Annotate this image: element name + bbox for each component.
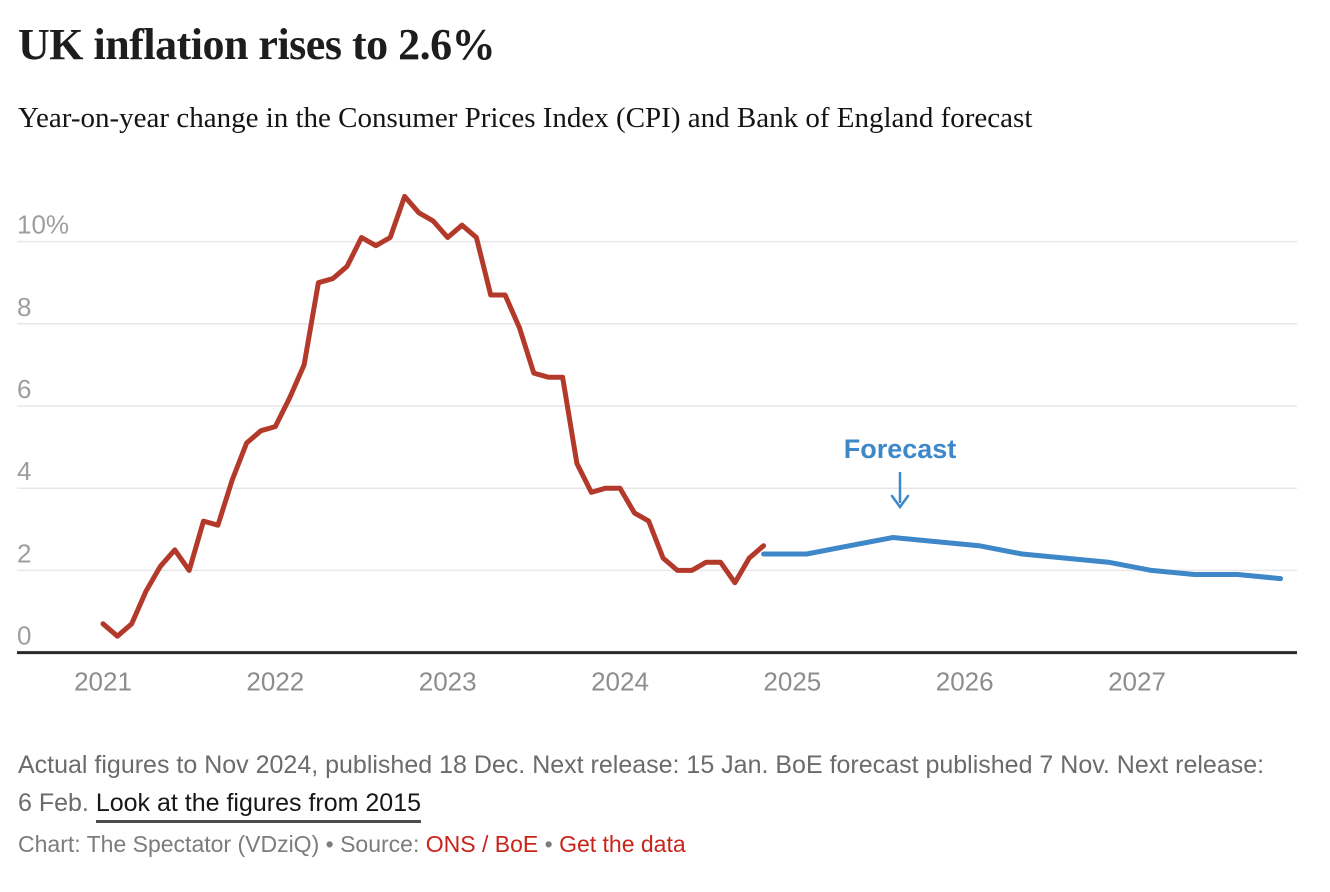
get-the-data-link[interactable]: Get the data xyxy=(559,831,686,857)
y-tick-label: 4 xyxy=(17,456,31,486)
x-tick-label: 2025 xyxy=(763,667,821,697)
x-tick-label: 2024 xyxy=(591,667,649,697)
x-tick-label: 2023 xyxy=(419,667,477,697)
byline-credit-text: Chart: The Spectator (VDziQ) • Source: xyxy=(18,831,426,857)
chart-title: UK inflation rises to 2.6% xyxy=(18,20,496,69)
y-tick-label: 6 xyxy=(17,374,31,404)
footnote: Actual figures to Nov 2024, published 18… xyxy=(18,746,1318,823)
x-tick-label: 2026 xyxy=(936,667,994,697)
byline: Chart: The Spectator (VDziQ) • Source: O… xyxy=(18,831,1318,858)
byline-separator: • xyxy=(538,831,560,857)
footnote-line1: Actual figures to Nov 2024, published 18… xyxy=(18,751,1265,779)
boe-forecast-line xyxy=(761,535,1284,582)
forecast-annotation-label: Forecast xyxy=(844,434,957,464)
x-tick-label: 2021 xyxy=(74,667,132,697)
chart-subtitle: Year-on-year change in the Consumer Pric… xyxy=(18,102,1033,134)
x-tick-label: 2022 xyxy=(246,667,304,697)
y-tick-label: 2 xyxy=(17,538,31,568)
cpi-line-chart: 0 2 4 6 8 10% 2021 2022 2023 2024 2025 2026 2027 Fore… xyxy=(17,193,1297,697)
y-tick-label: 10% xyxy=(17,210,69,240)
cpi-actual-line xyxy=(100,193,767,639)
source-link[interactable]: ONS / BoE xyxy=(425,831,539,857)
x-tick-label: 2027 xyxy=(1108,667,1166,697)
figures-from-2015-link[interactable]: Look at the figures from 2015 xyxy=(95,789,422,823)
footnote-line2: 6 Feb. Look at the figures from 2015 xyxy=(18,784,1318,823)
forecast-annotation-arrowhead xyxy=(890,494,910,510)
y-tick-label: 8 xyxy=(17,292,31,322)
footnote-line2-prefix: 6 Feb. xyxy=(18,789,96,817)
y-tick-label: 0 xyxy=(17,621,31,651)
